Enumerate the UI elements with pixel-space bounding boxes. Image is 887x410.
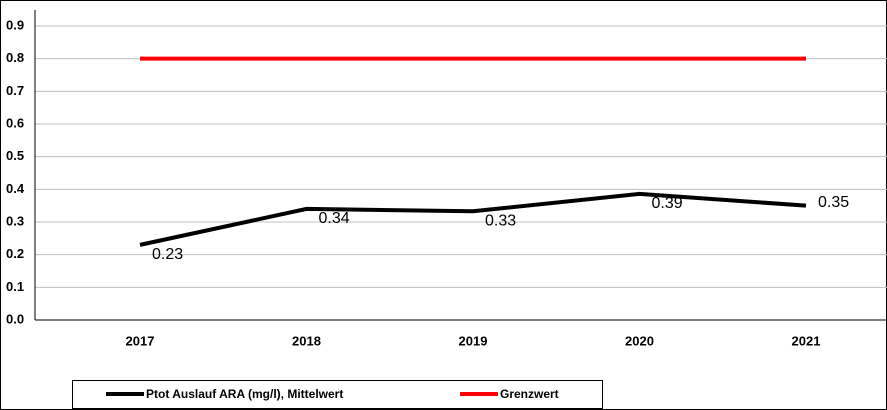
data-label: 0.23	[152, 246, 183, 263]
x-tick-label: 2019	[459, 333, 488, 348]
x-tick-label: 2018	[292, 333, 321, 348]
y-tick-label: 0.9	[6, 17, 24, 32]
data-label: 0.39	[652, 195, 683, 212]
x-tick-label: 2017	[126, 333, 155, 348]
x-tick-label: 2020	[625, 333, 654, 348]
legend-label: Grenzwert	[500, 387, 559, 401]
data-label: 0.33	[485, 212, 516, 229]
y-tick-label: 0.1	[6, 279, 24, 294]
legend-label: Ptot Auslauf ARA (mg/l), Mittelwert	[146, 387, 343, 401]
data-line	[139, 191, 807, 247]
y-tick-label: 0.3	[6, 213, 24, 228]
y-tick-label: 0.2	[6, 246, 24, 261]
y-tick-label: 0.0	[6, 311, 24, 326]
y-tick-label: 0.7	[6, 83, 24, 98]
y-tick-label: 0.6	[6, 115, 24, 130]
x-tick-label: 2021	[792, 333, 821, 348]
data-label: 0.35	[818, 194, 849, 211]
data-label: 0.34	[319, 210, 350, 227]
y-tick-label: 0.5	[6, 148, 24, 163]
y-tick-label: 0.8	[6, 50, 24, 65]
y-tick-label: 0.4	[6, 181, 25, 196]
legend-box	[72, 380, 603, 409]
